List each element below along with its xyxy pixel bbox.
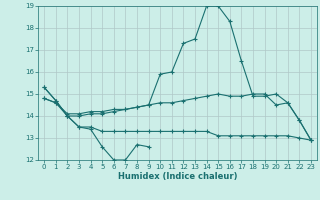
X-axis label: Humidex (Indice chaleur): Humidex (Indice chaleur) <box>118 172 237 181</box>
